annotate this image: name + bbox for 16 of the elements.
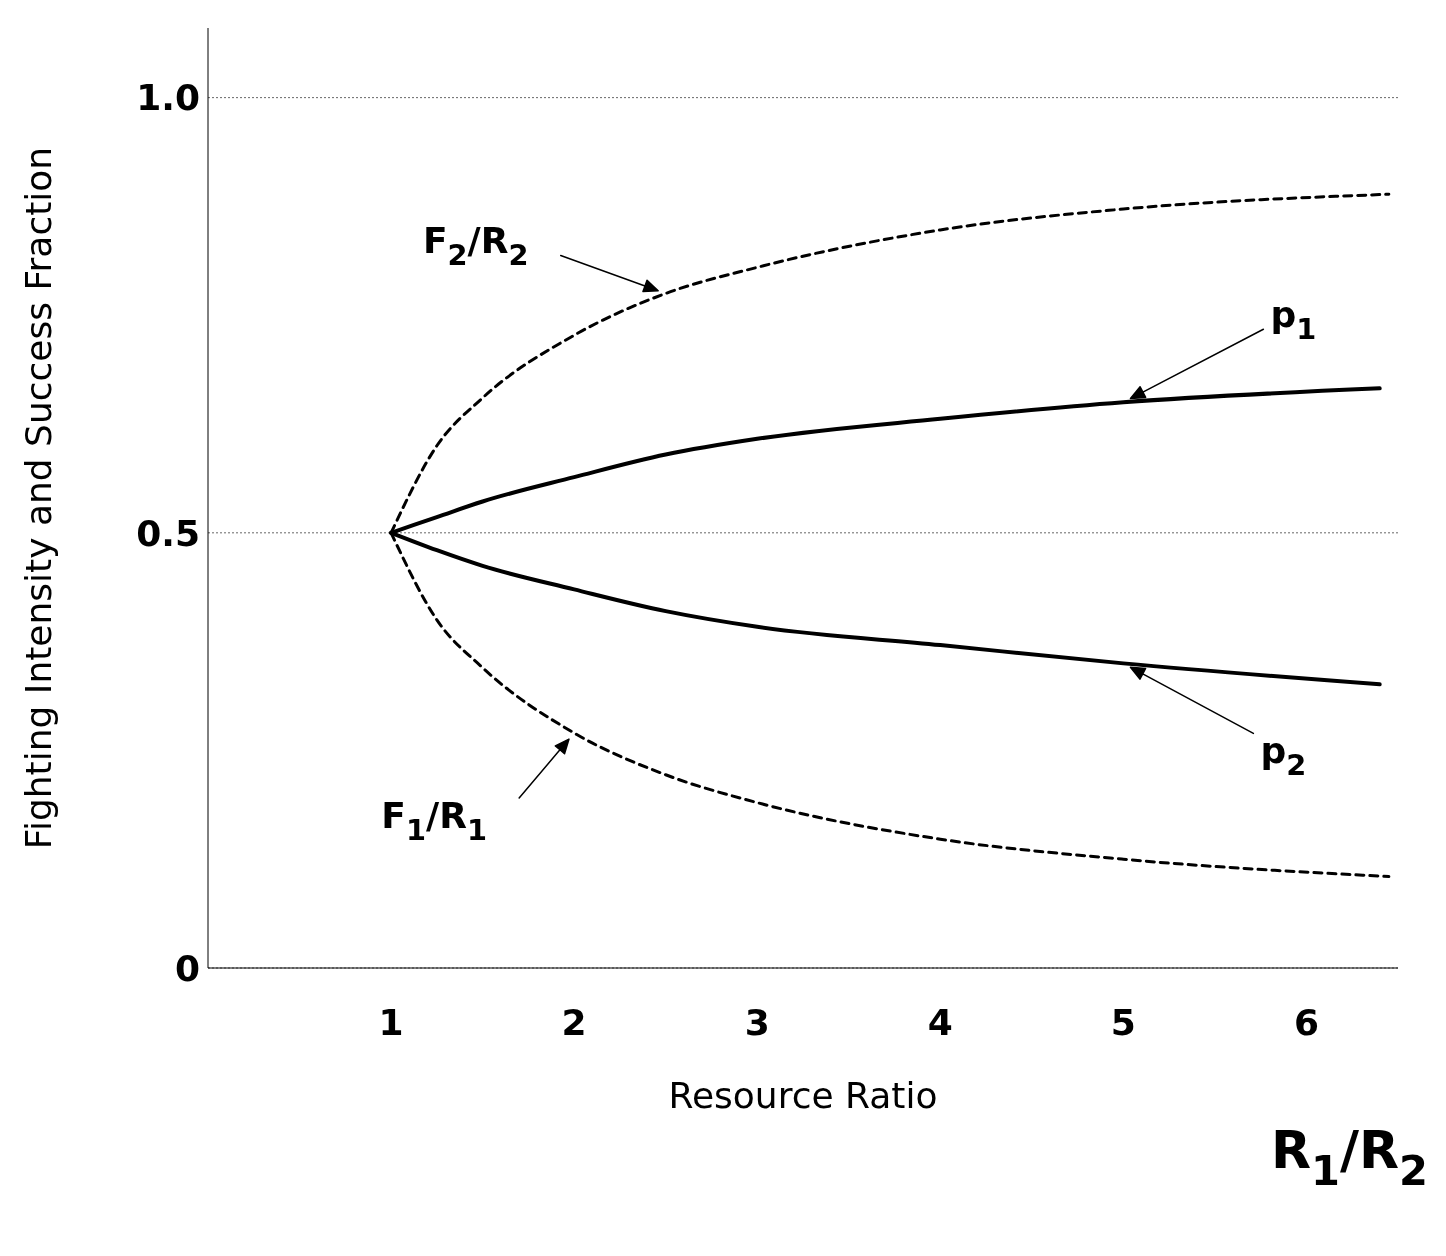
x-axis-title: Resource Ratio [668,1075,938,1116]
y-tick-label: 0.5 [136,512,200,554]
text: R$_{1}$/R$_{2}$ [1271,1120,1428,1195]
series-label: p$_{2}$ [1260,730,1307,782]
series-label: p$_{1}$ [1270,294,1317,346]
y-tick-label: 1.0 [136,77,200,119]
text: F$_{2}$/R$_{2}$ [422,220,529,273]
x-tick-label: 2 [561,1001,587,1043]
x-tick-label: 5 [1110,1001,1136,1043]
x-tick-label: 1 [378,1001,404,1043]
x-tick-label: 3 [744,1001,770,1043]
y-axis-title: Fighting Intensity and Success Fraction [17,146,59,850]
y-tick-label: 0 [174,947,200,989]
x-tick-label: 4 [927,1001,953,1043]
text: F$_{1}$/R$_{1}$ [381,795,487,847]
x-tick-label: 6 [1293,1001,1319,1043]
